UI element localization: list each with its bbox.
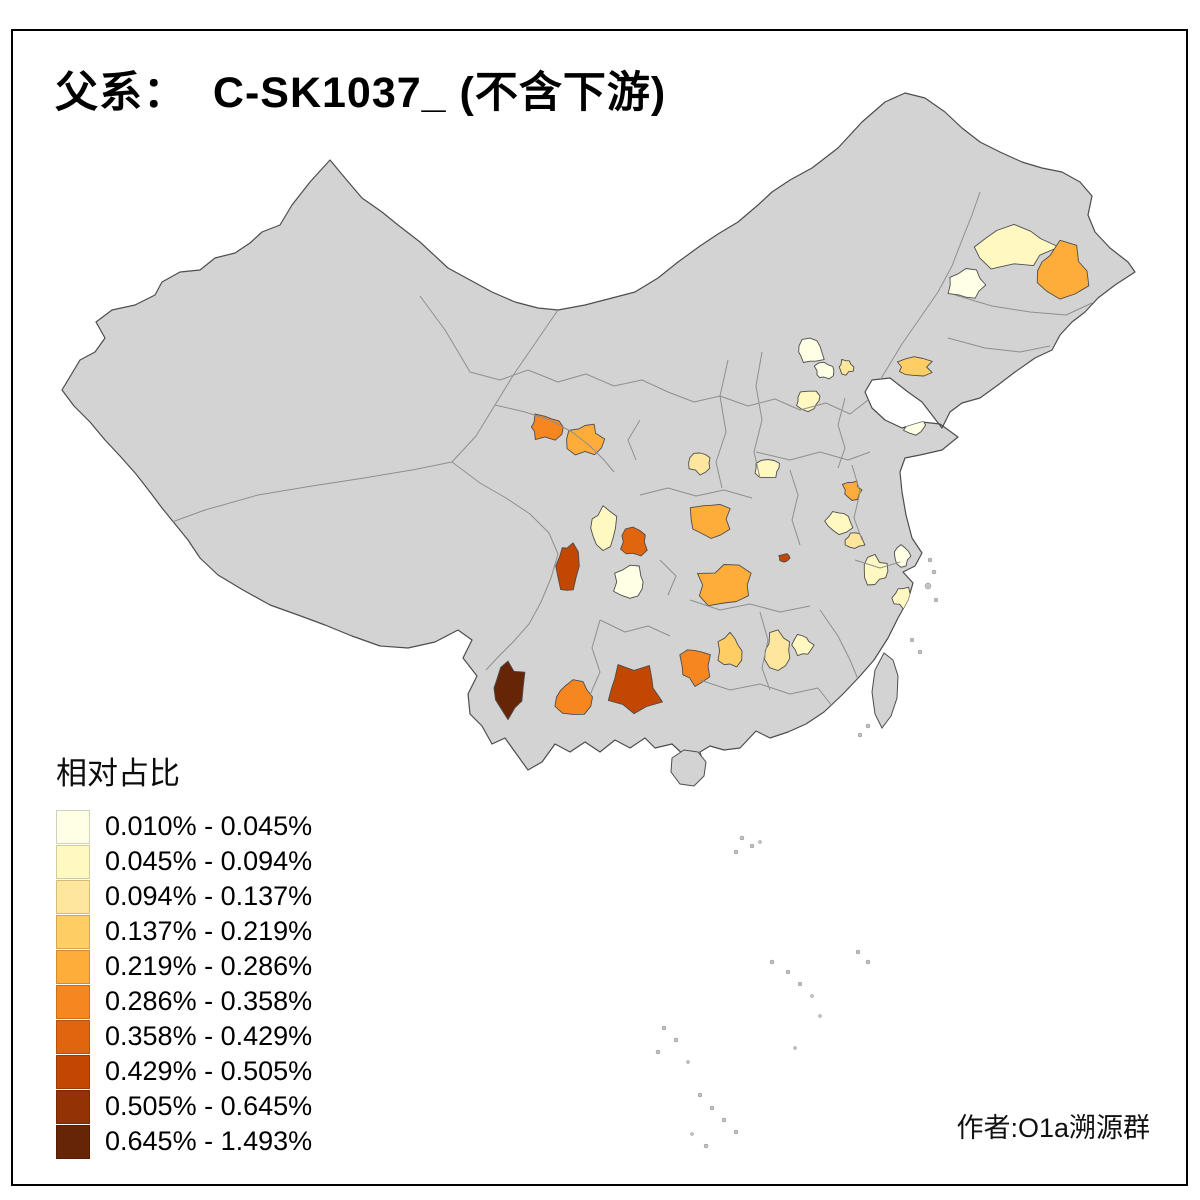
map-region-beijing-north xyxy=(798,337,825,363)
map-region-gansu-central xyxy=(530,413,564,441)
legend-label: 0.094% - 0.137% xyxy=(105,881,313,911)
map-region-sichuan-west xyxy=(555,542,580,591)
map-region-hebei-northeast-coast xyxy=(896,356,933,377)
legend-swatch xyxy=(56,949,90,984)
legend-item-2: 0.045% - 0.094% xyxy=(56,844,312,879)
highlighted-prefectures xyxy=(493,223,1090,721)
province-borders xyxy=(171,191,1093,707)
legend: 相对占比 0.010% - 0.045% 0.045% - 0.094% 0.094… xyxy=(56,748,312,1159)
map-region-heilongjiang-southwest xyxy=(947,268,987,299)
map-region-jiangxi-north xyxy=(791,633,815,657)
map-region-sichuan-northeast xyxy=(620,526,648,557)
map-region-shandong-north xyxy=(880,397,909,418)
legend-item-3: 0.094% - 0.137% xyxy=(56,879,312,914)
map-region-hubei-west xyxy=(697,564,752,607)
map-region-hubei-east-dot xyxy=(778,553,791,563)
legend-label: 0.045% - 0.094% xyxy=(105,846,313,876)
legend-swatch xyxy=(56,984,90,1019)
map-region-zhejiang-north xyxy=(863,553,889,586)
author-credit: 作者:O1a溯源群 xyxy=(956,1113,1150,1143)
legend-item-10: 0.645% - 1.493% xyxy=(56,1124,312,1159)
legend-label: 0.429% - 0.505% xyxy=(105,1056,313,1086)
map-region-yunnan-east xyxy=(554,679,593,715)
map-region-shanghai-area xyxy=(894,544,912,568)
taiwan-island xyxy=(871,652,899,729)
legend-item-4: 0.137% - 0.219% xyxy=(56,914,312,949)
legend-swatch xyxy=(56,1019,90,1054)
map-region-gansu-east xyxy=(566,423,606,456)
map-region-heilongjiang-east xyxy=(1036,239,1090,300)
map-region-tianjin xyxy=(838,358,855,376)
map-region-yunnan-west xyxy=(493,660,526,721)
map-region-henan-west xyxy=(688,452,711,476)
legend-label: 0.010% - 0.045% xyxy=(105,811,313,841)
legend-item-9: 0.505% - 0.645% xyxy=(56,1089,312,1124)
legend-item-7: 0.358% - 0.429% xyxy=(56,1019,312,1054)
legend-item-6: 0.286% - 0.358% xyxy=(56,984,312,1019)
map-region-sichuan-north xyxy=(590,505,618,551)
map-region-beijing-south xyxy=(813,361,835,380)
legend-swatch xyxy=(56,914,90,949)
map-region-guizhou-guangxi xyxy=(607,664,663,715)
map-region-hunan-southwest xyxy=(679,649,711,687)
legend-item-1: 0.010% - 0.045% xyxy=(56,809,312,844)
map-region-henan-east xyxy=(754,459,780,479)
map-region-heilongjiang-central xyxy=(973,223,1060,270)
china-mainland-outline xyxy=(61,92,1136,775)
legend-item-8: 0.429% - 0.505% xyxy=(56,1054,312,1089)
south-china-sea-islands xyxy=(655,557,939,1149)
legend-swatch xyxy=(56,1124,90,1159)
legend-swatch xyxy=(56,844,90,879)
legend-title: 相对占比 xyxy=(56,756,180,791)
map-region-anhui-central xyxy=(824,511,854,536)
legend-label: 0.286% - 0.358% xyxy=(105,986,313,1016)
legend-label: 0.358% - 0.429% xyxy=(105,1021,313,1051)
legend-label: 0.505% - 0.645% xyxy=(105,1091,313,1121)
map-region-hunan-east xyxy=(717,631,743,668)
legend-label: 0.137% - 0.219% xyxy=(105,916,313,946)
legend-swatch xyxy=(56,1089,90,1124)
legend-swatch xyxy=(56,879,90,914)
figure-title: 父系： C-SK1037_ (不含下游) xyxy=(55,69,667,117)
legend-item-5: 0.219% - 0.286% xyxy=(56,949,312,984)
legend-swatch xyxy=(56,1054,90,1089)
legend-label: 0.645% - 1.493% xyxy=(105,1126,313,1156)
hainan-island xyxy=(670,749,707,787)
legend-label: 0.219% - 0.286% xyxy=(105,951,313,981)
legend-items: 0.010% - 0.045% 0.045% - 0.094% 0.094% - 0… xyxy=(56,809,312,1159)
legend-swatch xyxy=(56,809,90,844)
map-region-henan-southwest xyxy=(689,503,731,539)
map-region-sichuan-central xyxy=(613,564,644,599)
